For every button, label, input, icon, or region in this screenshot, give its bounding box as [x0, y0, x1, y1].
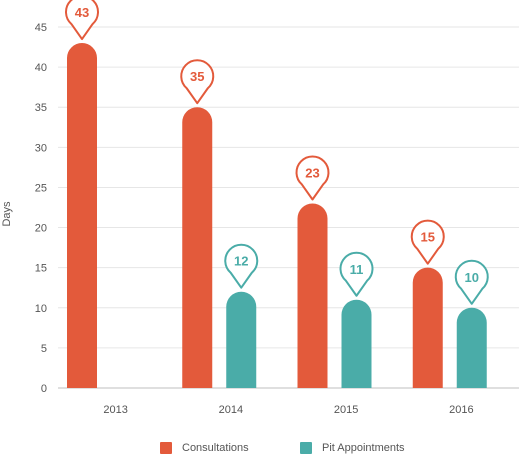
- y-tick-label-25: 25: [35, 182, 47, 194]
- pin-marker-pit-appointments-2014: [224, 243, 259, 289]
- legend-label-pit-appointments: Pit Appointments: [322, 442, 405, 454]
- y-axis-title: Days: [1, 201, 13, 227]
- pin-marker-pit-appointments-2015: [339, 251, 374, 297]
- legend-item-consultations[interactable]: Consultations: [160, 442, 249, 454]
- bar-consultations-2016: [412, 267, 443, 388]
- data-label-consultations-2016: 15: [421, 230, 435, 245]
- legend-label-consultations: Consultations: [182, 442, 249, 454]
- pin-marker-pit-appointments-2016: [454, 259, 489, 305]
- legend-swatch-pit-appointments: [300, 442, 312, 454]
- legend: Consultations Pit Appointments: [0, 442, 519, 462]
- bar-pit-appointments-2016: [456, 307, 487, 388]
- y-tick-label-15: 15: [35, 263, 47, 275]
- legend-swatch-consultations: [160, 442, 172, 454]
- y-tick-label-40: 40: [35, 62, 47, 74]
- legend-item-pit-appointments[interactable]: Pit Appointments: [300, 442, 405, 454]
- data-label-pit-appointments-2016: 10: [465, 270, 479, 285]
- x-tick-label-2016: 2016: [449, 404, 473, 416]
- bar-consultations-2013: [67, 43, 97, 389]
- bar-consultations-2015: [297, 203, 328, 388]
- pin-marker-consultations-2014: [180, 59, 215, 105]
- y-tick-label-20: 20: [35, 223, 47, 235]
- y-tick-labels: 0 5 10 15 20 25 30 35 40 45: [35, 22, 47, 395]
- data-label-markers: 43 35 12 23 11 15 10: [65, 0, 489, 305]
- y-tick-label-30: 30: [35, 142, 47, 154]
- y-tick-label-5: 5: [41, 343, 47, 355]
- data-label-consultations-2015: 23: [305, 165, 319, 180]
- y-tick-label-0: 0: [41, 383, 47, 395]
- pin-marker-consultations-2013: [65, 0, 99, 41]
- data-label-consultations-2013: 43: [75, 5, 89, 20]
- x-tick-label-2014: 2014: [219, 404, 243, 416]
- data-label-consultations-2014: 35: [190, 69, 204, 84]
- x-tick-label-2015: 2015: [334, 404, 358, 416]
- y-tick-label-10: 10: [35, 303, 47, 315]
- x-tick-labels: 2013 2014 2015 2016: [103, 404, 473, 416]
- gridlines: [58, 26, 519, 389]
- y-tick-label-35: 35: [35, 102, 47, 114]
- pin-marker-consultations-2016: [410, 219, 445, 265]
- bar-pit-appointments-2015: [341, 299, 372, 388]
- data-label-pit-appointments-2014: 12: [234, 254, 248, 269]
- pin-marker-consultations-2015: [295, 155, 330, 201]
- y-tick-label-45: 45: [35, 22, 47, 34]
- bars: [67, 43, 487, 389]
- x-tick-label-2013: 2013: [103, 404, 127, 416]
- data-label-pit-appointments-2015: 11: [350, 262, 364, 277]
- bar-consultations-2014: [182, 107, 213, 388]
- bar-pit-appointments-2014: [226, 291, 257, 388]
